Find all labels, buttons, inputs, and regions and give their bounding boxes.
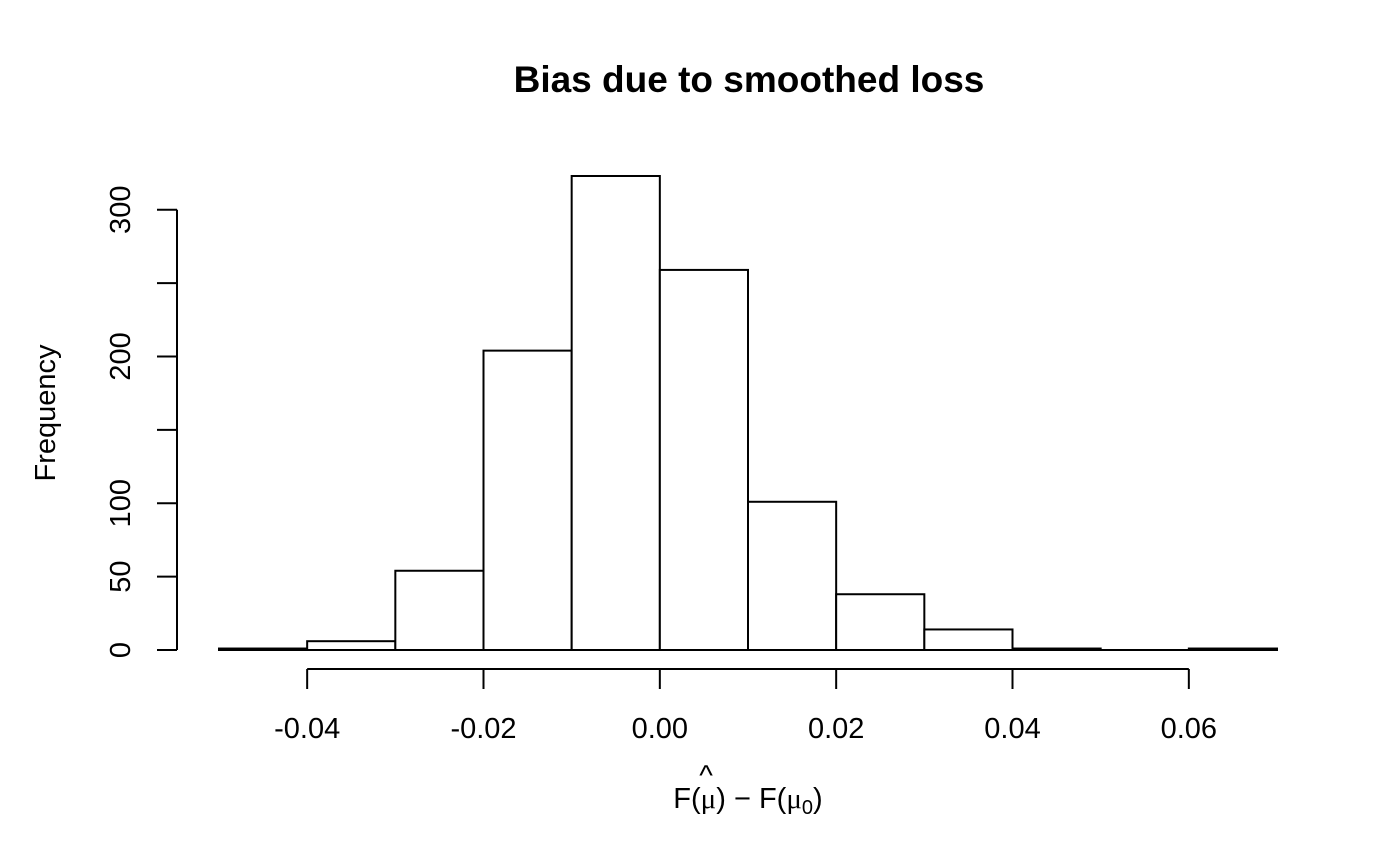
- x-label-hat-variable: μ: [701, 783, 717, 815]
- y-tick-label: 50: [105, 560, 137, 592]
- x-label-suffix: ): [813, 783, 823, 815]
- histogram-bar: [1187, 647, 1279, 651]
- x-axis-label: F(μ) − F(μ0) ^: [673, 760, 822, 819]
- x-tick-label: 0.02: [808, 713, 864, 745]
- x-tick-label: 0.00: [632, 713, 688, 745]
- x-tick-label: -0.02: [450, 713, 516, 745]
- y-axis-label: Frequency: [30, 344, 62, 482]
- x-tick-label: -0.04: [274, 713, 340, 745]
- x-label-middle: ) − F(: [716, 783, 786, 815]
- histogram-bar: [658, 268, 749, 651]
- y-axis: 0 50 100 200 300: [105, 186, 178, 658]
- x-tick-label: 0.06: [1161, 713, 1217, 745]
- x-label-prefix: F(: [673, 783, 701, 815]
- x-label-subscript: 0: [802, 797, 813, 819]
- y-tick-label: 100: [105, 479, 137, 527]
- x-label-hat-mark: ^: [699, 760, 713, 792]
- y-tick-label: 200: [105, 332, 137, 380]
- x-label-sub-variable: μ: [786, 783, 802, 815]
- histogram-bar: [218, 647, 309, 651]
- histogram-bars: [218, 174, 1279, 652]
- y-tick-label: 300: [105, 186, 137, 234]
- chart-title: Bias due to smoothed loss: [514, 59, 985, 100]
- histogram-bar: [570, 174, 661, 651]
- histogram-bar: [835, 593, 926, 651]
- histogram-bar: [747, 500, 838, 651]
- histogram-bar: [923, 628, 1014, 652]
- x-tick-label: 0.04: [984, 713, 1040, 745]
- x-axis: -0.04 -0.02 0.00 0.02 0.04 0.06: [274, 668, 1217, 745]
- histogram-bar: [394, 569, 485, 652]
- y-tick-label: 0: [105, 642, 137, 658]
- histogram-bar: [1011, 647, 1102, 651]
- svg-text:F(μ) − F(μ0): F(μ) − F(μ0): [673, 783, 822, 819]
- histogram-bar: [306, 640, 397, 652]
- histogram-bar: [482, 349, 573, 651]
